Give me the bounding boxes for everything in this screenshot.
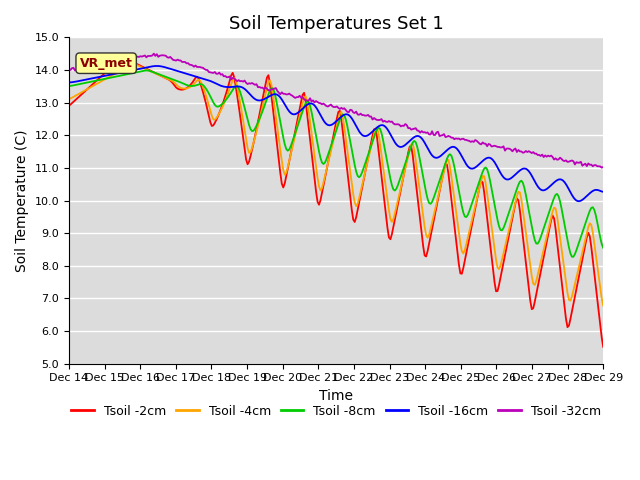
Tsoil -8cm [226,92,234,97]
Tsoil -8cm [143,68,150,73]
Tsoil -32cm [571,162,579,168]
Tsoil -16cm [131,67,138,72]
Tsoil -4cm [253,129,260,135]
Tsoil -2cm [244,161,252,167]
Tsoil -16cm [575,198,583,204]
Tsoil -16cm [65,80,73,85]
Tsoil -8cm [131,70,138,75]
Tsoil -32cm [599,164,607,170]
Y-axis label: Soil Temperature (C): Soil Temperature (C) [15,129,29,272]
Tsoil -8cm [253,123,260,129]
Line: Tsoil -32cm: Tsoil -32cm [69,54,603,168]
Tsoil -8cm [568,254,576,260]
Tsoil -4cm [599,302,607,308]
Tsoil -32cm [598,165,605,170]
Tsoil -2cm [132,60,140,66]
Tsoil -16cm [599,189,607,195]
Tsoil -2cm [300,90,308,96]
Line: Tsoil -16cm: Tsoil -16cm [69,66,603,201]
Line: Tsoil -2cm: Tsoil -2cm [69,58,603,347]
Line: Tsoil -8cm: Tsoil -8cm [69,71,603,257]
Tsoil -16cm [253,97,260,103]
Tsoil -16cm [571,196,579,202]
Tsoil -32cm [244,81,252,87]
Tsoil -2cm [253,126,260,132]
Tsoil -4cm [132,62,140,68]
Tsoil -8cm [300,104,308,110]
Tsoil -4cm [129,61,137,67]
Tsoil -4cm [571,281,579,287]
Tsoil -32cm [65,66,73,72]
Text: VR_met: VR_met [80,57,132,70]
Legend: Tsoil -2cm, Tsoil -4cm, Tsoil -8cm, Tsoil -16cm, Tsoil -32cm: Tsoil -2cm, Tsoil -4cm, Tsoil -8cm, Tsoi… [67,400,606,423]
Tsoil -32cm [150,51,157,57]
Tsoil -32cm [131,55,138,61]
Tsoil -2cm [226,78,234,84]
Tsoil -16cm [244,89,252,95]
Tsoil -32cm [300,96,308,102]
Tsoil -4cm [300,95,308,101]
Tsoil -32cm [226,73,234,79]
Tsoil -2cm [599,344,607,350]
Line: Tsoil -4cm: Tsoil -4cm [69,64,603,305]
Tsoil -4cm [65,96,73,102]
Tsoil -16cm [226,84,234,90]
Tsoil -4cm [226,86,234,92]
Tsoil -2cm [65,103,73,108]
Tsoil -32cm [253,81,260,87]
X-axis label: Time: Time [319,389,353,403]
Tsoil -2cm [119,55,127,60]
Tsoil -4cm [244,145,252,151]
Tsoil -16cm [153,63,161,69]
Tsoil -8cm [573,247,580,253]
Tsoil -8cm [65,83,73,89]
Title: Soil Temperatures Set 1: Soil Temperatures Set 1 [228,15,444,33]
Tsoil -8cm [599,245,607,251]
Tsoil -16cm [300,104,308,110]
Tsoil -2cm [571,294,579,300]
Tsoil -8cm [244,117,252,122]
